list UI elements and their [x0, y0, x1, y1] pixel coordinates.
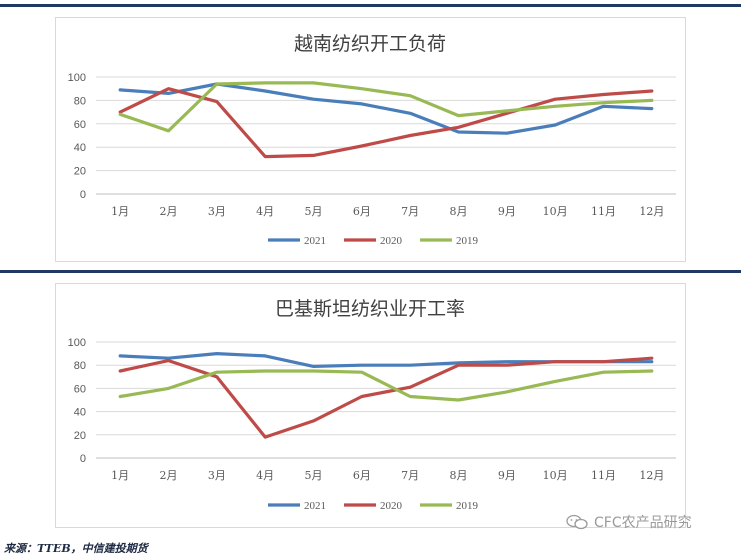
wechat-icon [566, 514, 588, 530]
chart-panel-pakistan [55, 283, 686, 528]
x-tick-label: 9月 [498, 205, 516, 218]
series-line-2021 [118, 352, 654, 368]
chart-vietnam: 越南纺织开工负荷 0 20 40 60 80 100 1月 2月 3月 4月 5月 6月 7月 8月 9月 10… [68, 33, 676, 247]
chart-title: 越南纺织开工负荷 [294, 33, 446, 55]
y-tick-label: 60 [74, 383, 86, 395]
x-tick-label: 9月 [498, 469, 516, 482]
x-tick-label: 7月 [401, 205, 419, 218]
middle-rule [0, 270, 741, 273]
legend-label-2019: 2019 [456, 500, 479, 512]
x-tick-label: 5月 [305, 469, 323, 482]
y-tick-label: 0 [80, 453, 86, 465]
legend-label-2020: 2020 [380, 500, 403, 512]
x-tick-label: 10月 [543, 205, 568, 218]
legend-label-2021: 2021 [304, 235, 326, 247]
x-tick-label: 3月 [208, 469, 226, 482]
x-tick-label: 7月 [401, 469, 419, 482]
legend-label-2021: 2021 [304, 500, 326, 512]
x-tick-label: 11月 [591, 469, 616, 482]
series-line-2019 [118, 81, 654, 133]
top-rule [0, 4, 741, 7]
y-tick-label: 100 [68, 337, 86, 349]
x-tick-label: 12月 [639, 469, 664, 482]
x-tick-label: 1月 [111, 469, 129, 482]
x-tick-label: 11月 [591, 205, 616, 218]
y-tick-label: 80 [74, 360, 86, 372]
x-tick-label: 6月 [353, 205, 371, 218]
y-tick-label: 100 [68, 72, 86, 84]
series-line-2021 [118, 82, 654, 135]
y-tick-label: 60 [74, 119, 86, 131]
y-tick-label: 0 [80, 189, 86, 201]
series-line-2020 [118, 87, 654, 159]
x-tick-label: 2月 [160, 205, 178, 218]
watermark: CFC农产品研究 [566, 512, 692, 532]
x-tick-label: 12月 [639, 205, 664, 218]
chart-title: 巴基斯坦纺织业开工率 [275, 298, 465, 320]
watermark-text: CFC农产品研究 [594, 515, 692, 531]
x-tick-label: 8月 [450, 205, 468, 218]
x-tick-label: 6月 [353, 469, 371, 482]
x-tick-label: 4月 [256, 205, 274, 218]
x-tick-label: 8月 [450, 469, 468, 482]
x-tick-label: 5月 [305, 205, 323, 218]
y-tick-label: 20 [74, 430, 86, 442]
chart-panel-vietnam [55, 17, 686, 262]
source-note: 来源：TTEB，中信建投期货 [4, 542, 148, 555]
chart-pakistan: 巴基斯坦纺织业开工率 0 20 40 60 80 100 1月 2月 3月 4月 5月 6月 7月 8月 9月… [68, 298, 676, 512]
x-tick-label: 4月 [256, 469, 274, 482]
y-tick-label: 40 [74, 142, 86, 154]
y-tick-label: 20 [74, 166, 86, 178]
y-tick-label: 80 [74, 95, 86, 107]
x-tick-label: 1月 [111, 205, 129, 218]
x-tick-label: 10月 [543, 469, 568, 482]
legend-label-2019: 2019 [456, 235, 479, 247]
x-tick-label: 3月 [208, 205, 226, 218]
x-tick-label: 2月 [160, 469, 178, 482]
series-line-2020 [118, 356, 654, 439]
y-tick-label: 40 [74, 407, 86, 419]
series-line-2019 [118, 369, 654, 402]
legend-label-2020: 2020 [380, 235, 403, 247]
